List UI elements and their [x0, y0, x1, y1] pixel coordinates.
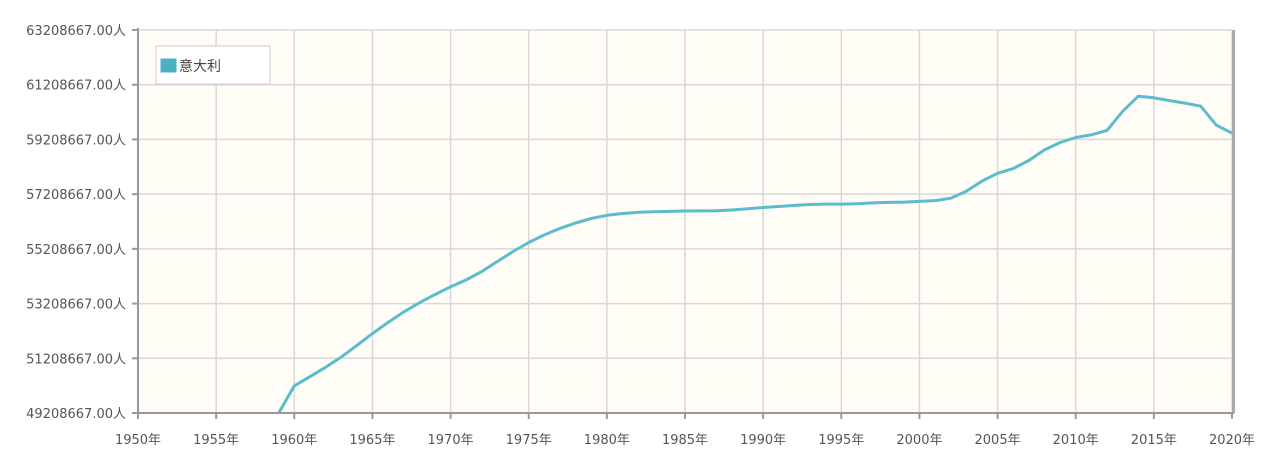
x-tick-label: 2020年	[1209, 433, 1255, 448]
x-tick-label: 2000年	[896, 433, 942, 448]
y-tick-label: 51208667.00人	[26, 352, 126, 367]
y-axis-ticks: 49208667.00人 51208667.00人 53208667.00人 5520…	[26, 24, 138, 422]
y-tick-label: 49208667.00人	[26, 407, 126, 422]
legend-swatch	[159, 57, 178, 74]
x-tick-label: 1995年	[818, 433, 864, 448]
x-tick-label: 1950年	[115, 433, 161, 448]
y-tick-label: 57208667.00人	[26, 188, 126, 203]
x-tick-label: 1980年	[584, 433, 630, 448]
x-tick-label: 1985年	[662, 433, 708, 448]
series-line	[277, 94, 1233, 414]
x-tick-label: 1960年	[271, 433, 317, 448]
x-axis-ticks: 1950年 1955年 1960年 1965年 1970年 1975年 1980年 1985年…	[115, 413, 1255, 448]
x-tick-label: 2015年	[1131, 433, 1177, 448]
legend-label: 意大利	[179, 58, 221, 75]
x-tick-label: 2005年	[975, 433, 1021, 448]
x-tick-label: 2010年	[1053, 433, 1099, 448]
x-tick-label: 1970年	[428, 433, 474, 448]
y-tick-label: 55208667.00人	[26, 243, 126, 258]
y-tick-label: 53208667.00人	[26, 298, 126, 313]
x-tick-label: 1990年	[740, 433, 786, 448]
legend[interactable]: 意大利	[155, 45, 271, 85]
y-tick-label: 61208667.00人	[26, 79, 126, 94]
series-layer	[277, 94, 1233, 414]
y-tick-label: 63208667.00人	[26, 24, 126, 39]
x-tick-label: 1965年	[349, 433, 395, 448]
x-tick-label: 1975年	[506, 433, 552, 448]
x-tick-label: 1955年	[193, 433, 239, 448]
y-tick-label: 59208667.00人	[26, 133, 126, 148]
